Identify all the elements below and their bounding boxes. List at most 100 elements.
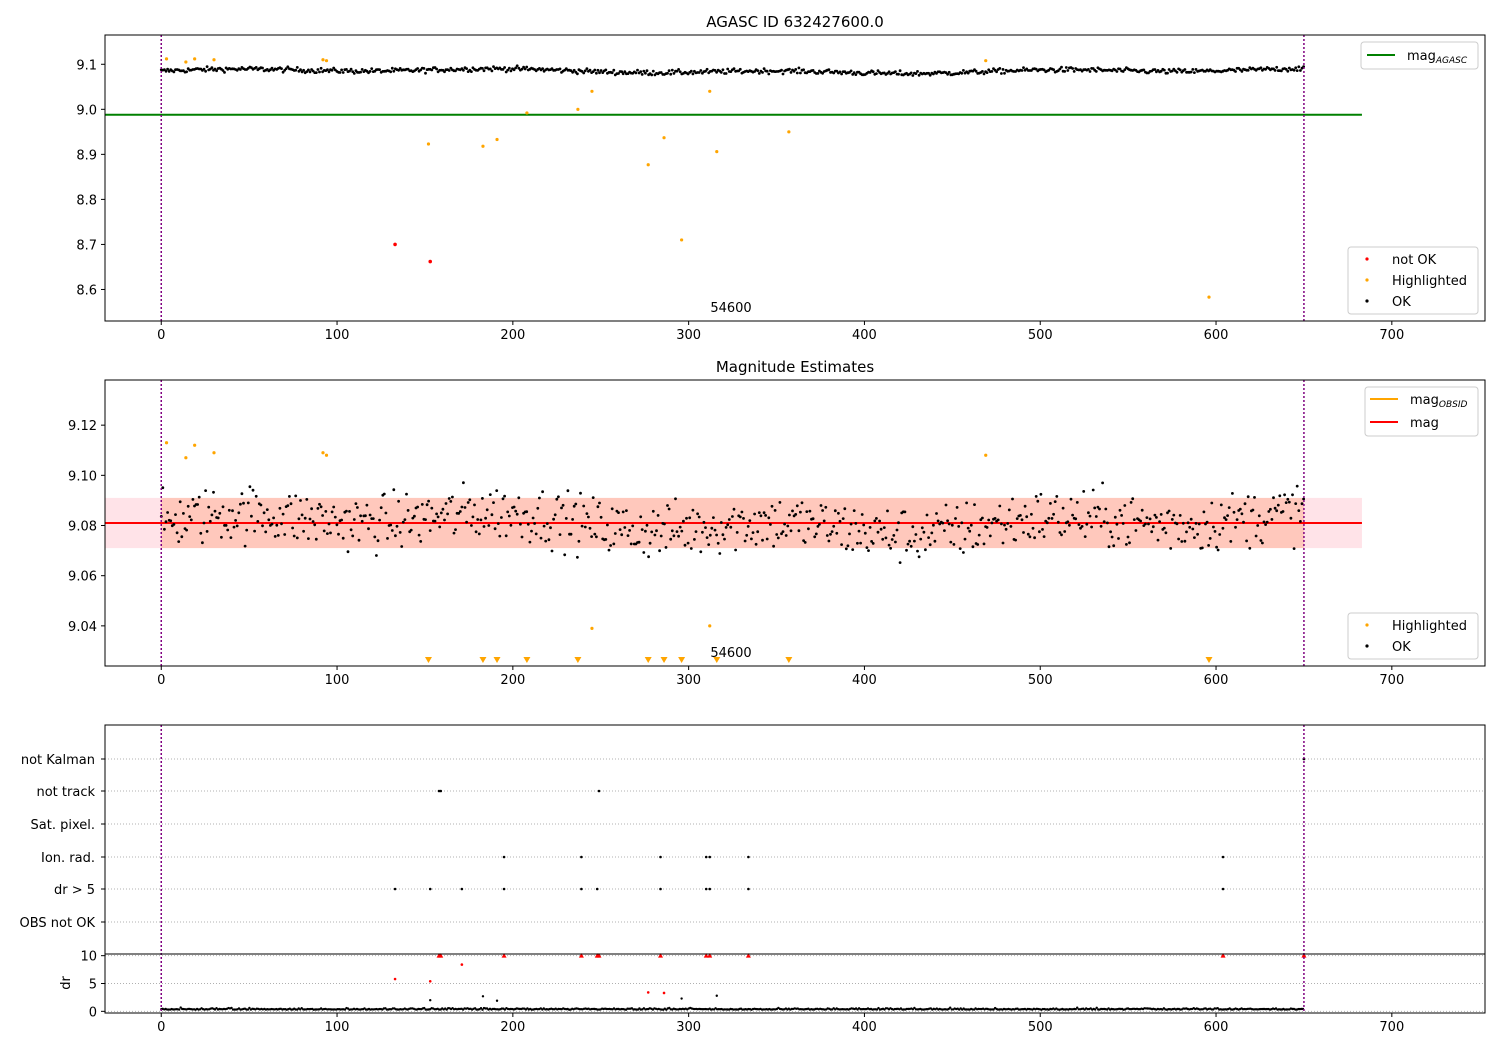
ok-point: [892, 534, 896, 537]
ok-point: [585, 512, 589, 515]
ok-point: [781, 530, 785, 533]
below-range-marker: [660, 657, 668, 663]
ok-point: [378, 518, 381, 522]
ok-point: [286, 504, 290, 507]
ok-point: [405, 492, 408, 496]
ok-point: [530, 529, 533, 533]
ok-point: [1272, 496, 1275, 500]
legend-label-highlighted: Highlighted: [1392, 274, 1467, 289]
ok-point: [1226, 514, 1229, 517]
ok-point: [576, 72, 579, 76]
ok-point: [927, 71, 930, 75]
flags-plot-frame: [104, 724, 1486, 1014]
ok-point: [496, 522, 500, 525]
ok-point: [476, 518, 480, 521]
ok-point: [1294, 66, 1298, 70]
ok-point: [463, 506, 467, 509]
ok-point: [811, 517, 815, 521]
ok-point: [470, 70, 473, 73]
ok-point: [1212, 525, 1215, 529]
ok-point: [631, 524, 635, 528]
ok-point: [658, 549, 661, 553]
dr-point: [1095, 1006, 1098, 1009]
ok-point: [811, 69, 815, 72]
ok-point: [308, 70, 312, 74]
ok-point: [1082, 490, 1086, 493]
ok-point: [367, 527, 370, 531]
ok-point: [495, 489, 499, 492]
ok-point: [550, 549, 554, 553]
ok-point: [273, 535, 277, 538]
ok-point: [882, 526, 886, 529]
highlighted-point: [715, 150, 719, 154]
ok-point: [678, 70, 682, 74]
dr-point: [248, 1006, 251, 1010]
ok-point: [849, 69, 853, 73]
ok-point: [1197, 522, 1201, 526]
ok-point: [316, 68, 320, 71]
ok-point: [805, 510, 809, 513]
ok-point: [172, 523, 176, 526]
ok-point: [642, 551, 646, 554]
ok-point: [1291, 493, 1294, 497]
ok-point: [928, 73, 932, 77]
ok-point: [1109, 530, 1112, 534]
ok-point: [234, 519, 238, 522]
ok-point: [1280, 69, 1283, 73]
ok-point: [1099, 524, 1103, 528]
ok-point: [680, 529, 684, 533]
ok-point: [1267, 510, 1271, 513]
ok-point: [1235, 518, 1239, 521]
ok-point: [471, 515, 475, 519]
ok-point: [946, 519, 949, 523]
ok-point: [639, 515, 643, 519]
ok-point: [761, 538, 764, 542]
ok-point: [539, 536, 543, 540]
ok-point: [307, 68, 310, 72]
legend-label-ok-2: OK: [1392, 640, 1411, 655]
ok-point: [1063, 530, 1067, 533]
ok-point: [623, 526, 627, 529]
ok-point: [704, 69, 707, 73]
ok-point: [515, 64, 519, 68]
ok-point: [1175, 70, 1179, 74]
ok-point: [966, 71, 970, 75]
ok-point: [670, 529, 674, 533]
ok-point: [678, 525, 682, 529]
ok-point: [852, 71, 856, 75]
ok-point: [957, 525, 961, 528]
ok-point: [413, 514, 416, 518]
ok-point: [889, 546, 892, 550]
y-tick-label: 9.0: [76, 103, 97, 118]
ok-point: [669, 72, 673, 76]
ok-point: [924, 548, 927, 552]
ok-point: [462, 68, 465, 72]
ok-point: [506, 510, 510, 514]
ok-point: [439, 511, 443, 515]
dr-point: [913, 1006, 916, 1010]
ok-point: [1102, 520, 1106, 524]
ok-point: [729, 70, 733, 73]
ok-point: [310, 507, 313, 511]
ok-point: [960, 71, 964, 75]
ok-point: [288, 495, 291, 498]
ok-point: [1033, 536, 1036, 540]
highlighted-point: [324, 59, 329, 63]
ok-point: [1158, 520, 1161, 523]
ok-point: [1240, 70, 1244, 73]
ok-point: [913, 539, 916, 543]
ok-point: [769, 523, 772, 526]
ok-point: [186, 504, 190, 508]
ok-point: [767, 72, 771, 76]
ok-point: [775, 533, 779, 536]
highlighted-point: [164, 441, 169, 445]
ok-point: [572, 504, 576, 508]
highlighted-point: [426, 142, 431, 146]
flag-point: [580, 855, 583, 859]
ok-point: [637, 540, 641, 544]
ok-point: [504, 70, 508, 74]
agasc-plot-area: [105, 35, 1362, 321]
ok-point: [909, 71, 913, 75]
ok-point: [884, 536, 888, 540]
ok-point: [587, 515, 590, 519]
